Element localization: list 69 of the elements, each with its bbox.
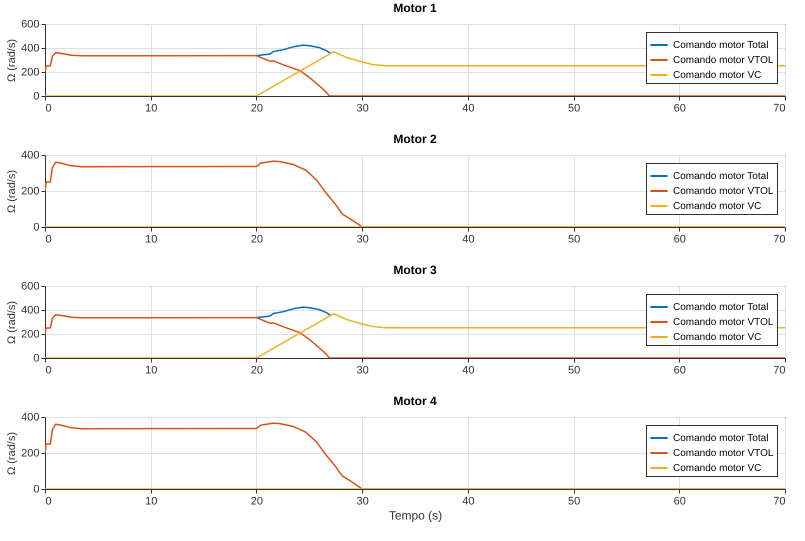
y-tick-label: 400 [21, 412, 40, 424]
chart-title: Motor 1 [393, 1, 437, 15]
chart-title: Motor 3 [393, 263, 437, 277]
y-tick-label: 200 [21, 328, 40, 340]
x-tick-label: 40 [462, 234, 474, 246]
legend-label: Comando motor VC [673, 332, 762, 343]
y-tick-label: 400 [21, 42, 40, 54]
legend-label: Comando motor VC [673, 463, 762, 474]
y-tick-label: 200 [21, 448, 40, 460]
x-tick-label: 10 [145, 364, 158, 376]
x-tick-label: 10 [145, 234, 158, 246]
x-tick-label: 60 [674, 234, 686, 246]
x-tick-label: 20 [250, 496, 264, 508]
x-tick-label: 20 [250, 364, 264, 376]
legend-label: Comando motor VC [673, 70, 762, 81]
x-tick-label: 50 [568, 234, 580, 246]
x-tick-label: 30 [356, 102, 369, 114]
x-tick-label: 40 [462, 496, 474, 508]
y-tick-label: 400 [21, 150, 40, 162]
legend-label: Comando motor Total [673, 171, 768, 182]
y-tick-label: 0 [33, 352, 40, 364]
x-tick-label: 60 [674, 102, 686, 114]
x-tick-label: 40 [462, 364, 474, 376]
legend-label: Comando motor VC [673, 201, 762, 212]
x-tick-label: 60 [674, 496, 686, 508]
legend-label: Comando motor Total [673, 433, 768, 444]
chart-title: Motor 2 [393, 132, 437, 146]
line-series [256, 306, 332, 318]
x-tick-label: 20 [250, 234, 264, 246]
x-tick-label: 70 [773, 496, 786, 508]
x-tick-label: 50 [568, 496, 580, 508]
x-tick-label: 70 [773, 102, 786, 114]
legend-label: Comando motor VTOL [673, 186, 774, 197]
legend-label: Comando motor VTOL [673, 317, 774, 328]
x-tick-label: 10 [145, 102, 158, 114]
x-axis-title: Tempo (s) [388, 508, 442, 522]
y-tick-label: 0 [33, 484, 40, 496]
y-tick-label: 600 [21, 280, 40, 292]
x-tick-label: 30 [356, 234, 369, 246]
y-tick-label: 0 [33, 90, 40, 102]
legend-label: Comando motor VTOL [673, 448, 774, 459]
y-tick-label: 200 [21, 66, 40, 78]
x-tick-label: 0 [46, 234, 52, 246]
y-tick-label: 400 [21, 304, 40, 316]
x-tick-label: 70 [773, 234, 786, 246]
legend-label: Comando motor Total [673, 40, 768, 51]
legend-label: Comando motor VTOL [673, 55, 774, 66]
x-tick-label: 0 [46, 364, 52, 376]
x-tick-label: 70 [773, 364, 786, 376]
x-tick-label: 20 [250, 102, 264, 114]
y-axis-title: Ω (rad/s) [6, 300, 18, 344]
x-tick-label: 0 [46, 496, 52, 508]
x-tick-label: 60 [674, 364, 686, 376]
y-axis-title: Ω (rad/s) [6, 170, 18, 214]
x-tick-label: 10 [145, 496, 158, 508]
x-tick-label: 30 [356, 364, 369, 376]
y-axis-title: Ω (rad/s) [6, 432, 18, 476]
x-tick-label: 0 [46, 102, 52, 114]
y-tick-label: 200 [21, 186, 40, 198]
x-tick-label: 50 [568, 102, 580, 114]
x-tick-label: 40 [462, 102, 474, 114]
y-tick-label: 600 [21, 18, 40, 30]
line-series [256, 44, 332, 56]
legend-label: Comando motor Total [673, 302, 768, 313]
y-tick-label: 0 [33, 222, 40, 234]
chart-title: Motor 4 [393, 394, 437, 408]
x-tick-label: 30 [356, 496, 369, 508]
y-axis-title: Ω (rad/s) [6, 38, 18, 82]
x-tick-label: 50 [568, 364, 580, 376]
